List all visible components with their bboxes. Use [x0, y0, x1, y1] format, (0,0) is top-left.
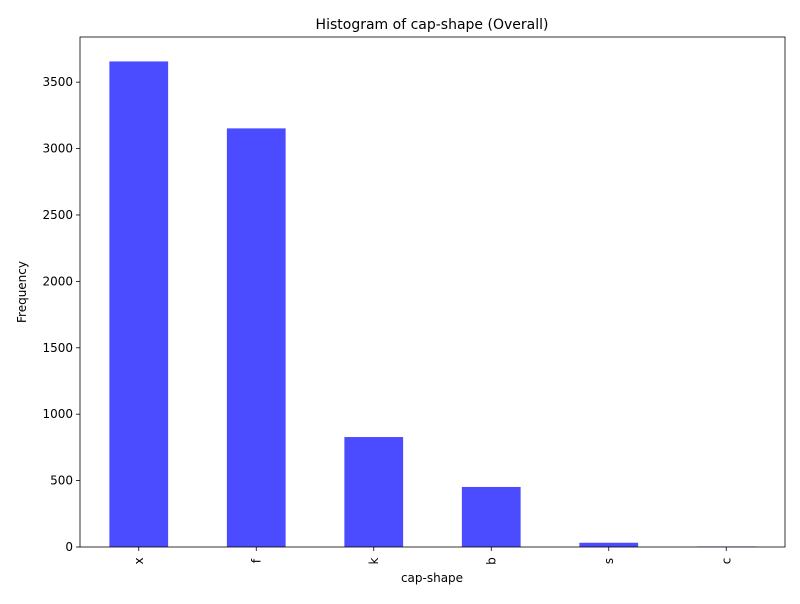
y-tick-label-3000: 3000 — [42, 142, 73, 156]
y-tick-label-2500: 2500 — [42, 208, 73, 222]
y-axis-label: Frequency — [15, 261, 29, 323]
x-tick-label-f: f — [249, 558, 263, 563]
y-axis: 0 500 1000 1500 2000 2500 3000 3500 — [42, 75, 80, 554]
x-tick-label-k: k — [367, 557, 381, 564]
bar-s — [579, 542, 639, 547]
x-axis-label: cap-shape — [401, 571, 463, 585]
bar-x — [109, 61, 169, 547]
y-tick-label-1500: 1500 — [42, 341, 73, 355]
y-tick-label-500: 500 — [50, 474, 73, 488]
x-tick-label-b: b — [484, 557, 498, 565]
bar-b — [461, 486, 521, 547]
bar-f — [226, 128, 286, 547]
x-tick-label-s: s — [602, 558, 616, 564]
y-tick-label-3500: 3500 — [42, 75, 73, 89]
chart-title: Histogram of cap-shape (Overall) — [316, 17, 549, 33]
bars-group — [109, 61, 756, 547]
x-tick-label-c: c — [719, 558, 733, 565]
y-tick-label-1000: 1000 — [42, 407, 73, 421]
y-tick-label-2000: 2000 — [42, 274, 73, 288]
x-tick-label-x: x — [132, 557, 146, 564]
bar-k — [344, 437, 404, 547]
plot-frame — [79, 36, 786, 548]
y-tick-label-0: 0 — [65, 540, 73, 554]
